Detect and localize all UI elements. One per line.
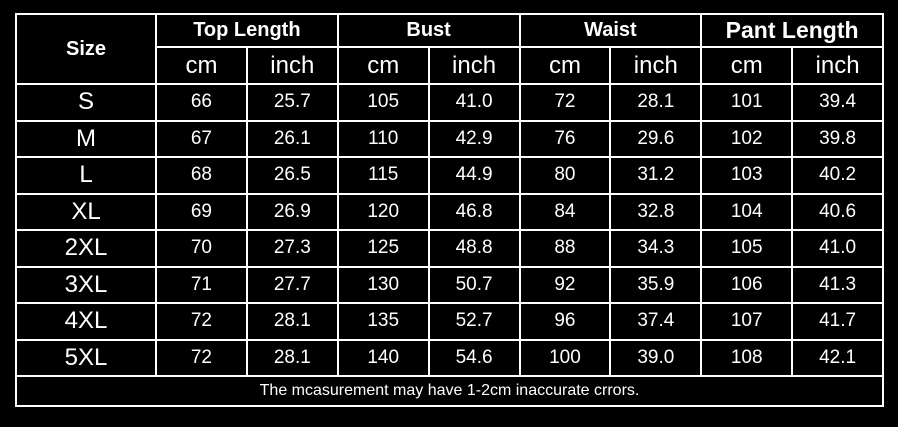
value-cell: 41.7 [791,302,884,341]
value-cell: 29.6 [609,119,703,158]
value-cell: 28.1 [245,338,339,377]
table-row: 4XL 72 28.1 135 52.7 96 37.4 107 41.7 [15,302,884,341]
value-cell: 105 [700,229,794,268]
value-cell: 41.0 [427,83,521,122]
value-cell: 28.1 [245,302,339,341]
unit-header-cm: cm [700,46,794,85]
value-cell: 31.2 [609,156,703,195]
value-cell: 37.4 [609,302,703,341]
unit-header-cm: cm [518,46,612,85]
value-cell: 115 [336,156,430,195]
value-cell: 140 [336,338,430,377]
value-cell: 104 [700,192,794,231]
footnote: The mcasurement may have 1-2cm inaccurat… [15,375,884,407]
value-cell: 84 [518,192,612,231]
value-cell: 40.6 [791,192,884,231]
size-cell: 5XL [15,338,157,377]
value-cell: 106 [700,265,794,304]
value-cell: 41.3 [791,265,884,304]
bust-header: Bust [336,13,521,48]
size-cell: M [15,119,157,158]
value-cell: 42.1 [791,338,884,377]
table-row: 3XL 71 27.7 130 50.7 92 35.9 106 41.3 [15,265,884,304]
size-cell: S [15,83,157,122]
value-cell: 44.9 [427,156,521,195]
unit-header-cm: cm [155,46,248,85]
value-cell: 54.6 [427,338,521,377]
value-cell: 120 [336,192,430,231]
pant-length-header: Pant Length [700,13,884,48]
table-row: XL 69 26.9 120 46.8 84 32.8 104 40.6 [15,192,884,231]
value-cell: 92 [518,265,612,304]
value-cell: 67 [155,119,248,158]
size-chart-table: Size Top Length Bust Waist Pant Length c… [15,13,884,407]
value-cell: 52.7 [427,302,521,341]
value-cell: 102 [700,119,794,158]
value-cell: 26.5 [245,156,339,195]
value-cell: 70 [155,229,248,268]
unit-header-inch: inch [427,46,521,85]
value-cell: 25.7 [245,83,339,122]
value-cell: 103 [700,156,794,195]
value-cell: 107 [700,302,794,341]
value-cell: 46.8 [427,192,521,231]
value-cell: 48.8 [427,229,521,268]
value-cell: 50.7 [427,265,521,304]
value-cell: 135 [336,302,430,341]
size-cell: 2XL [15,229,157,268]
value-cell: 125 [336,229,430,268]
value-cell: 69 [155,192,248,231]
table-row: 5XL 72 28.1 140 54.6 100 39.0 108 42.1 [15,338,884,377]
table-row: M 67 26.1 110 42.9 76 29.6 102 39.8 [15,119,884,158]
size-cell: 3XL [15,265,157,304]
value-cell: 76 [518,119,612,158]
value-cell: 35.9 [609,265,703,304]
value-cell: 27.7 [245,265,339,304]
size-cell: 4XL [15,302,157,341]
table-row: 2XL 70 27.3 125 48.8 88 34.3 105 41.0 [15,229,884,268]
value-cell: 88 [518,229,612,268]
value-cell: 28.1 [609,83,703,122]
value-cell: 71 [155,265,248,304]
table-row: L 68 26.5 115 44.9 80 31.2 103 40.2 [15,156,884,195]
value-cell: 96 [518,302,612,341]
value-cell: 68 [155,156,248,195]
footnote-row: The mcasurement may have 1-2cm inaccurat… [15,375,884,407]
value-cell: 32.8 [609,192,703,231]
value-cell: 101 [700,83,794,122]
value-cell: 130 [336,265,430,304]
value-cell: 80 [518,156,612,195]
value-cell: 40.2 [791,156,884,195]
size-cell: XL [15,192,157,231]
table-row: S 66 25.7 105 41.0 72 28.1 101 39.4 [15,83,884,122]
value-cell: 110 [336,119,430,158]
value-cell: 72 [518,83,612,122]
value-cell: 34.3 [609,229,703,268]
size-cell: L [15,156,157,195]
value-cell: 39.0 [609,338,703,377]
value-cell: 105 [336,83,430,122]
header-row-groups: Size Top Length Bust Waist Pant Length [15,13,884,85]
value-cell: 72 [155,338,248,377]
value-cell: 100 [518,338,612,377]
header-row-units: cm inch cm inch cm inch cm inch [16,46,884,85]
value-cell: 42.9 [427,119,521,158]
unit-header-inch: inch [245,46,339,85]
unit-header-inch: inch [791,46,884,85]
value-cell: 27.3 [245,229,339,268]
top-length-header: Top Length [155,13,339,48]
value-cell: 72 [155,302,248,341]
waist-header: Waist [518,13,703,48]
value-cell: 108 [700,338,794,377]
value-cell: 66 [155,83,248,122]
value-cell: 26.1 [245,119,339,158]
value-cell: 41.0 [791,229,884,268]
unit-header-inch: inch [609,46,703,85]
value-cell: 26.9 [245,192,339,231]
value-cell: 39.4 [791,83,884,122]
unit-header-cm: cm [336,46,430,85]
size-header: Size [15,13,157,85]
value-cell: 39.8 [791,119,884,158]
